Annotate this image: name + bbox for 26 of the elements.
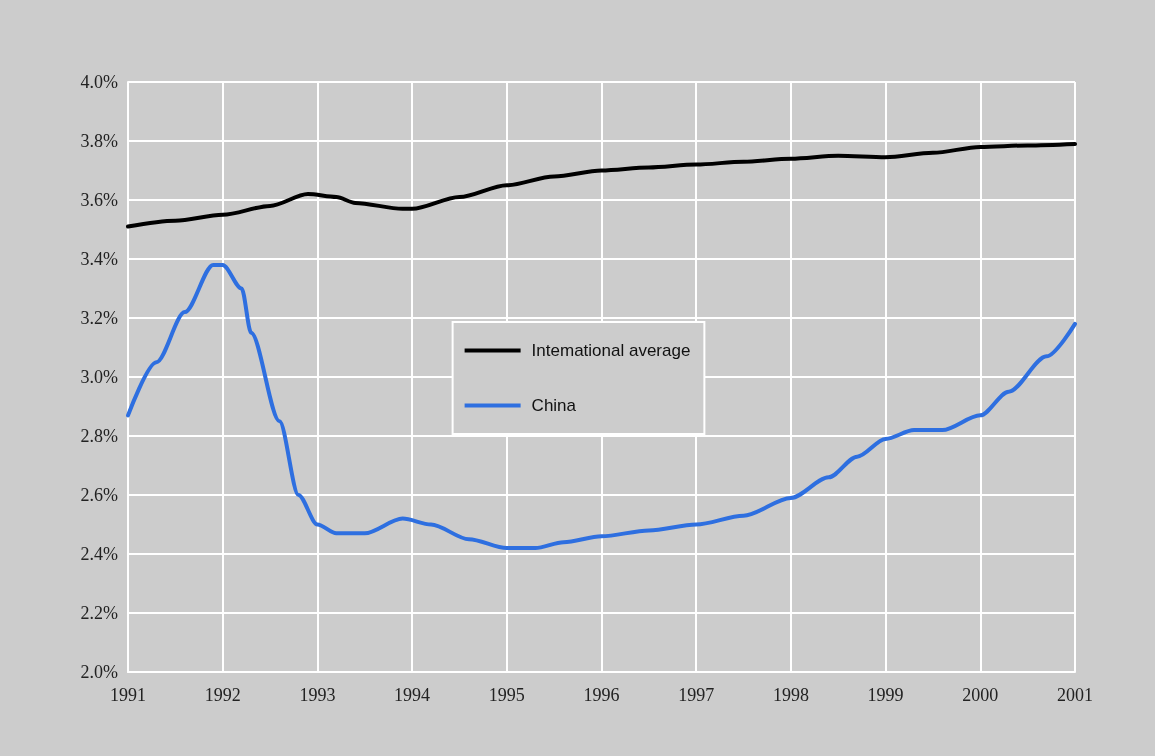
x-tick-label: 1998 — [772, 685, 809, 705]
x-tick-label: 1996 — [583, 685, 620, 705]
line-series — [126, 141, 1077, 229]
x-tick-label: 1999 — [867, 685, 904, 705]
x-tick-label: 1997 — [678, 685, 715, 705]
x-tick-label: 1991 — [110, 685, 146, 705]
y-tick-label: 3.4% — [80, 249, 118, 269]
y-tick-label: 2.8% — [80, 426, 118, 446]
y-tick-label: 2.0% — [80, 662, 118, 682]
y-tick-label: 2.4% — [80, 544, 118, 564]
x-tick-label: 1995 — [488, 685, 525, 705]
x-tick-label: 2000 — [962, 685, 999, 705]
line-series — [126, 262, 1077, 551]
x-tick-label: 1992 — [204, 685, 241, 705]
y-tick-label: 2.2% — [80, 603, 118, 623]
legend-label: China — [531, 396, 577, 415]
x-tick-label: 1994 — [394, 685, 431, 705]
legend-label: Intemational average — [531, 341, 691, 360]
x-tick-label: 2001 — [1057, 685, 1093, 705]
y-tick-label: 3.2% — [80, 308, 118, 328]
y-tick-label: 3.8% — [80, 131, 118, 151]
y-tick-label: 2.6% — [80, 485, 118, 505]
y-tick-label: 4.0% — [80, 72, 118, 92]
y-tick-label: 3.6% — [80, 190, 118, 210]
x-tick-label: 1993 — [299, 685, 336, 705]
y-tick-label: 3.0% — [80, 367, 118, 387]
